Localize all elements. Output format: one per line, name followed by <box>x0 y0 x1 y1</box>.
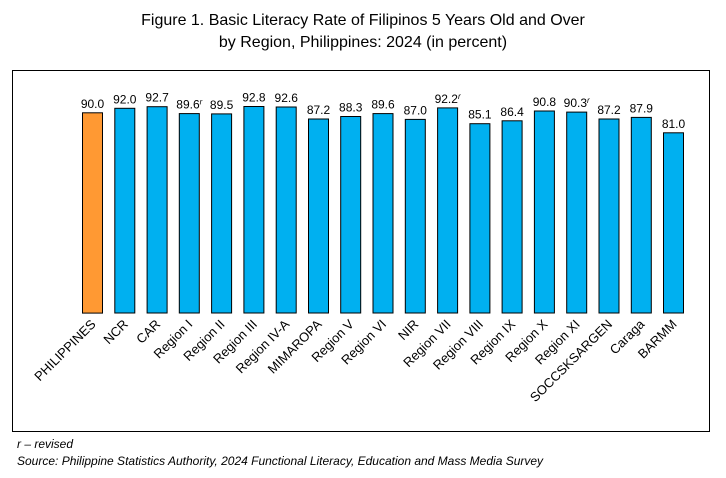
value-label-10: 87.0 <box>404 103 428 117</box>
revised-mark-11: r <box>458 92 461 101</box>
bar-6 <box>275 106 297 314</box>
chart-title-line-1: Figure 1. Basic Literacy Rate of Filipin… <box>141 12 585 29</box>
value-label-15: 90.3r <box>564 96 590 110</box>
bar-1 <box>114 107 136 314</box>
value-label-2: 92.7 <box>145 91 169 105</box>
value-label-8: 88.3 <box>339 101 363 115</box>
value-label-1: 92.0 <box>113 92 137 106</box>
value-label-16: 87.2 <box>597 103 621 117</box>
bar-10 <box>404 118 426 314</box>
bar-16 <box>598 118 620 314</box>
value-label-12: 85.1 <box>468 108 492 122</box>
bar-15 <box>566 111 588 314</box>
bar-2 <box>146 106 168 314</box>
value-label-11: 92.2r <box>435 92 461 106</box>
value-label-7: 87.2 <box>307 103 331 117</box>
bar-0 <box>82 112 103 314</box>
category-label-10: NIR <box>395 317 421 343</box>
bar-13 <box>501 120 523 314</box>
chart-title-line-2: by Region, Philippines: 2024 (in percent… <box>218 34 508 51</box>
bar-7 <box>308 118 329 314</box>
bar-4 <box>211 113 233 314</box>
value-label-3: 89.6r <box>176 98 202 112</box>
bar-18 <box>663 132 684 314</box>
bar-12 <box>469 123 491 314</box>
value-label-14: 90.8 <box>533 95 557 109</box>
value-label-13: 86.4 <box>500 105 524 119</box>
value-label-18: 81.0 <box>662 117 686 131</box>
value-label-6: 92.6 <box>275 91 299 105</box>
value-label-17: 87.9 <box>630 101 654 115</box>
revised-mark-3: r <box>200 98 203 107</box>
bar-14 <box>533 110 555 314</box>
chart-frame <box>12 70 710 432</box>
revised-mark-15: r <box>587 96 590 105</box>
value-label-4: 89.5 <box>210 98 234 112</box>
bar-5 <box>243 106 265 314</box>
bar-9 <box>372 113 394 314</box>
value-label-0: 90.0 <box>81 97 105 111</box>
category-label-1: NCR <box>100 317 131 348</box>
bar-17 <box>630 116 652 314</box>
source-footnote: Source: Philippine Statistics Authority,… <box>17 454 544 468</box>
revised-footnote: r – revised <box>17 437 74 451</box>
value-label-9: 89.6 <box>371 98 395 112</box>
bar-11 <box>437 107 459 314</box>
bar-8 <box>340 116 362 314</box>
category-label-0: PHILIPPINES <box>31 316 99 384</box>
value-label-5: 92.8 <box>242 91 266 105</box>
bar-3 <box>178 113 200 314</box>
